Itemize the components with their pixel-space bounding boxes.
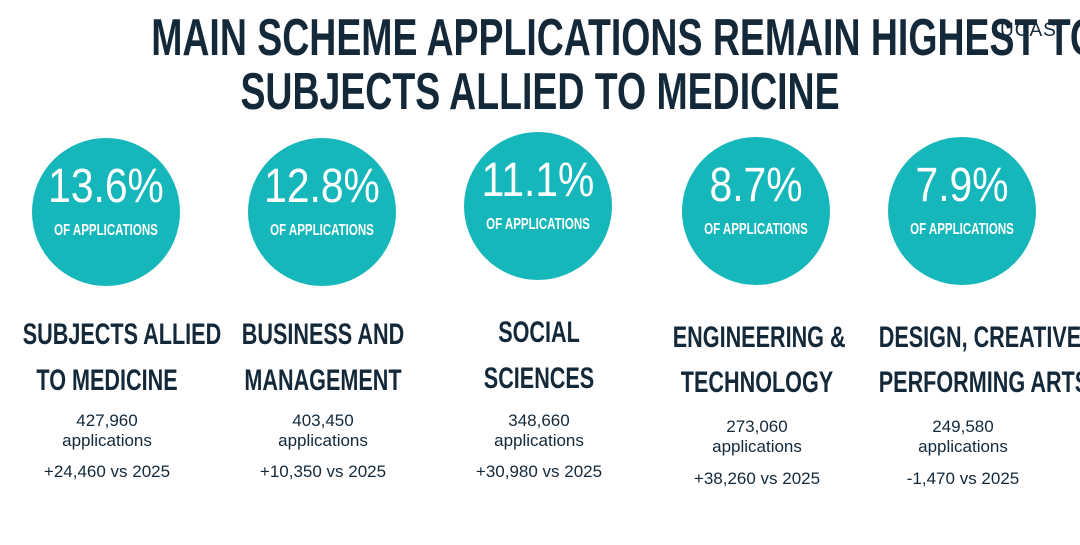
percent-circle: 7.9% OF APPLICATIONS [888, 137, 1036, 285]
subject-name-line-1: SUBJECTS ALLIED [22, 318, 222, 351]
percent-circle: 12.8% OF APPLICATIONS [248, 138, 396, 286]
percent-label: OF APPLICATIONS [704, 221, 808, 238]
percent-value: 12.8% [264, 160, 380, 213]
application-count-label: applications [278, 431, 368, 450]
subject-card: 7.9% OF APPLICATIONS DESIGN, CREATIVE & … [856, 0, 1080, 545]
application-count-label: applications [494, 431, 584, 450]
subject-name-line-2: SCIENCES [483, 362, 595, 395]
application-count: 403,450 [292, 411, 354, 430]
percent-value: 11.1% [481, 154, 595, 207]
application-count: 273,060 [726, 417, 788, 436]
subject-name-line-1: ENGINEERING & [672, 321, 846, 354]
subject-card: 11.1% OF APPLICATIONS SOCIAL SCIENCES 34… [432, 0, 646, 545]
percent-value: 7.9% [915, 159, 1009, 212]
subject-name-line-2: MANAGEMENT [244, 364, 402, 397]
subject-name-line-2: TO MEDICINE [36, 364, 178, 397]
subject-card: 12.8% OF APPLICATIONS BUSINESS AND MANAG… [216, 0, 430, 545]
percent-value: 13.6% [48, 160, 164, 213]
percent-label: OF APPLICATIONS [486, 216, 590, 233]
change-vs-2025: +38,260 vs 2025 [693, 469, 821, 488]
subject-name-line-2: PERFORMING ARTS [878, 366, 1080, 399]
subject-name-line-1: DESIGN, CREATIVE & [878, 321, 1080, 354]
subject-name-line-2: TECHNOLOGY [680, 366, 834, 399]
page-title-line-2: SUBJECTS ALLIED TO MEDICINE [240, 63, 840, 121]
percent-label: OF APPLICATIONS [910, 221, 1014, 238]
subject-name-line-1: BUSINESS AND [241, 318, 405, 351]
percent-circle: 11.1% OF APPLICATIONS [464, 132, 612, 280]
application-count: 348,660 [508, 411, 570, 430]
percent-circle: 13.6% OF APPLICATIONS [32, 138, 180, 286]
subject-card: 8.7% OF APPLICATIONS ENGINEERING & TECHN… [650, 0, 864, 545]
page-title-line-1: MAIN SCHEME APPLICATIONS REMAIN HIGHEST … [151, 9, 1080, 67]
application-count: 249,580 [932, 417, 994, 436]
subject-name-line-1: SOCIAL [498, 316, 580, 349]
percent-circle: 8.7% OF APPLICATIONS [682, 137, 830, 285]
application-count-label: applications [918, 437, 1008, 456]
change-vs-2025: +10,350 vs 2025 [259, 462, 387, 481]
change-vs-2025: +30,980 vs 2025 [475, 462, 603, 481]
change-vs-2025: +24,460 vs 2025 [43, 462, 171, 481]
subject-card: 13.6% OF APPLICATIONS SUBJECTS ALLIED TO… [0, 0, 222, 545]
application-count: 427,960 [76, 411, 138, 430]
percent-label: OF APPLICATIONS [54, 222, 158, 239]
percent-value: 8.7% [709, 159, 803, 212]
percent-label: OF APPLICATIONS [270, 222, 374, 239]
ucas-logo: UCAS [1000, 20, 1057, 41]
change-vs-2025: -1,470 vs 2025 [906, 469, 1020, 488]
application-count-label: applications [62, 431, 152, 450]
application-count-label: applications [712, 437, 802, 456]
